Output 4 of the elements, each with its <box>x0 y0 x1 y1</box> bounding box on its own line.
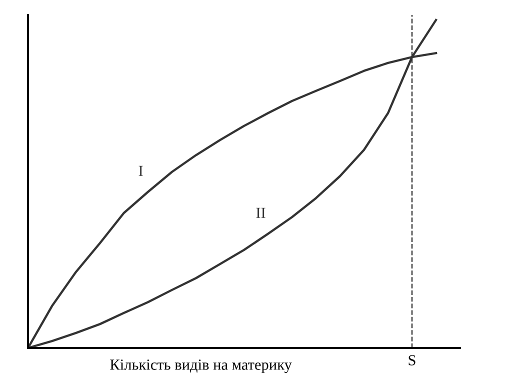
x-axis-title: Кількість видів на материку <box>110 360 292 373</box>
series-label: I <box>138 166 143 176</box>
text: S <box>408 355 416 366</box>
series-label: II <box>256 208 266 218</box>
